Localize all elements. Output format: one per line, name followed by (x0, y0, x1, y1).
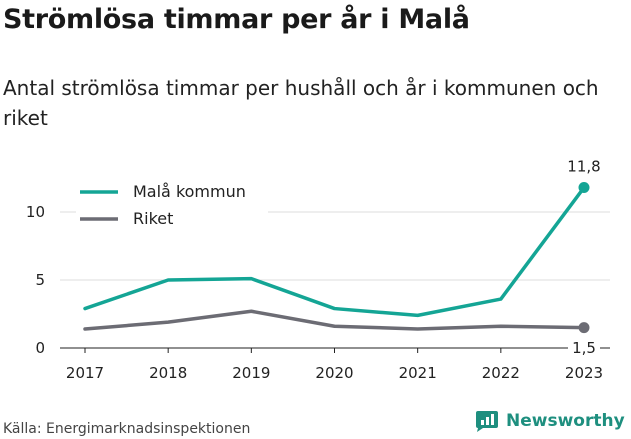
chart-title: Strömlösa timmar per år i Malå (3, 4, 470, 35)
y-tick-label: 5 (35, 271, 45, 289)
y-tick-label: 0 (35, 339, 45, 357)
series-line (83, 185, 586, 318)
end-point (578, 182, 590, 194)
series-lines: 11,8 1,5 (83, 158, 601, 358)
source-note: Källa: Energimarknadsinspektionen (3, 421, 251, 437)
data-label: 11,8 (567, 158, 600, 176)
axes: 0 5 10 2017 2018 2019 2020 2021 2022 2023 (26, 203, 610, 382)
label-background (568, 340, 600, 358)
newsworthy-logo[interactable]: Newsworthy (474, 409, 625, 433)
x-tick-label: 2021 (399, 364, 437, 382)
x-tick-label: 2018 (149, 364, 187, 382)
legend-label: Riket (133, 209, 173, 228)
x-tick-label: 2019 (232, 364, 270, 382)
legend-label: Malå kommun (133, 182, 246, 201)
line-chart: 0 5 10 2017 2018 2019 2020 2021 2022 2023 11,8 1,5… (26, 158, 610, 382)
legend-background (76, 178, 268, 202)
brand-name: Newsworthy (506, 411, 625, 431)
legend: Malå kommun Riket (76, 178, 268, 229)
data-label: 1,5 (572, 339, 596, 357)
x-tick-label: 2017 (66, 364, 104, 382)
newsworthy-icon (476, 411, 498, 432)
series-line (83, 309, 586, 331)
x-tick-label: 2022 (482, 364, 520, 382)
legend-background (76, 205, 268, 229)
x-tick-label: 2023 (565, 364, 603, 382)
y-tick-label: 10 (26, 203, 45, 221)
end-point (578, 322, 590, 334)
chart-subtitle: Antal strömlösa timmar per hushåll och å… (3, 76, 599, 130)
x-tick-label: 2020 (315, 364, 353, 382)
